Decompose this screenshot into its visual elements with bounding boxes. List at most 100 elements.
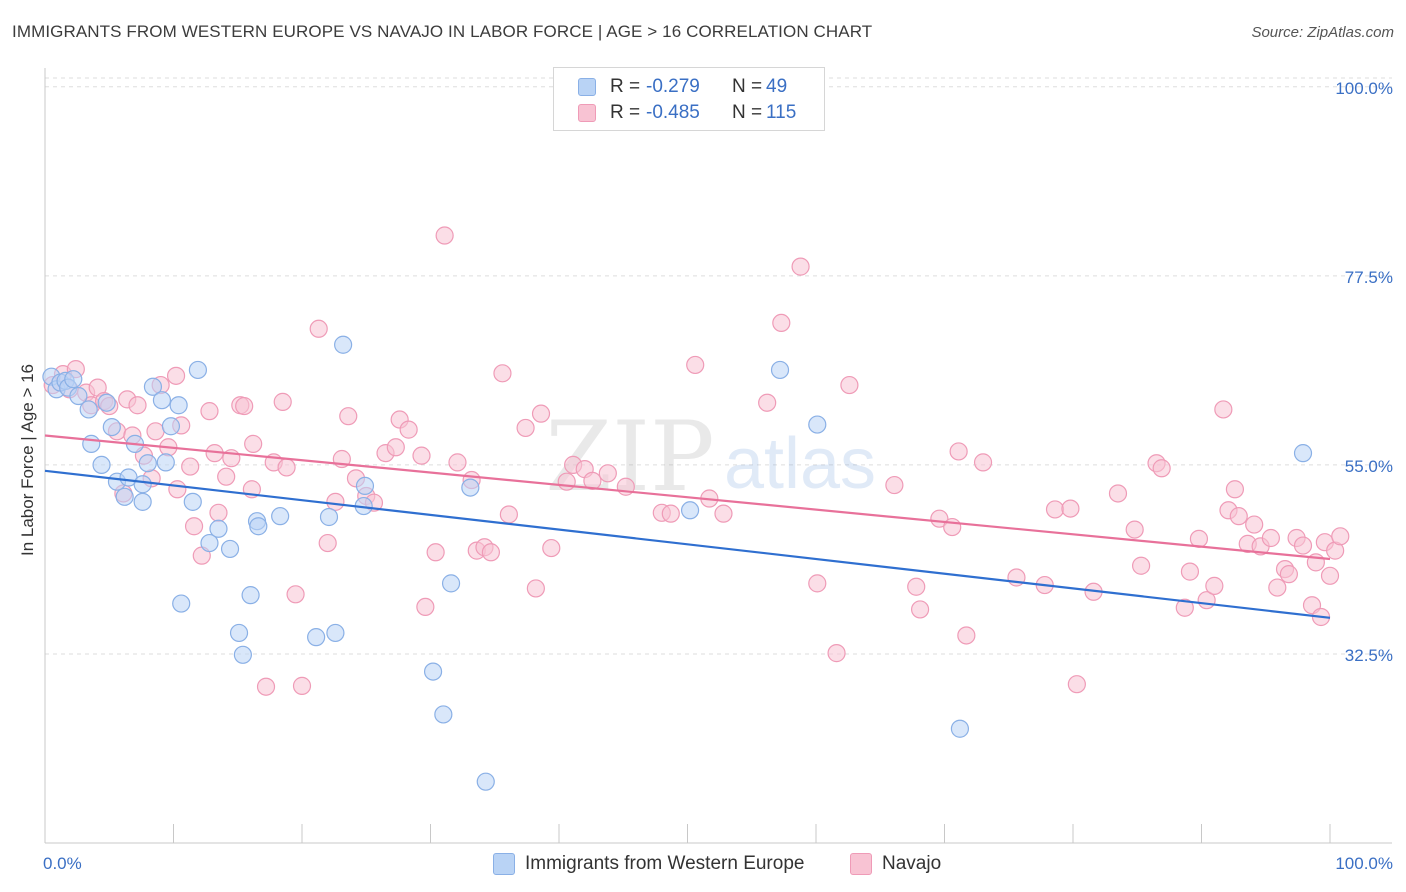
data-point — [271, 507, 290, 526]
data-point — [481, 543, 500, 562]
bottom-legend-navajo: Navajo — [850, 852, 941, 876]
legend-row-navajo: R = -0.485 N = 115 — [578, 101, 796, 125]
y-tick-label: 55.0% — [1345, 457, 1393, 476]
legend-n-label: N = — [732, 102, 763, 123]
data-point — [840, 375, 859, 395]
legend-r-value: -0.485 — [646, 102, 700, 123]
data-point — [1279, 565, 1298, 584]
data-point — [209, 519, 228, 538]
data-point — [557, 472, 576, 491]
data-point — [273, 392, 292, 411]
data-point — [423, 662, 443, 681]
legend-swatch-pink — [578, 104, 596, 122]
data-point — [435, 226, 454, 245]
bottom-legend-western-europe: Immigrants from Western Europe — [493, 852, 804, 876]
data-point — [1229, 507, 1248, 526]
data-point — [200, 402, 219, 421]
legend-n-value: 49 — [766, 76, 788, 97]
data-point — [200, 533, 219, 553]
western-europe-trend-line — [44, 469, 1331, 619]
data-point — [399, 420, 418, 439]
x-tick-label-min: 0.0% — [43, 854, 82, 873]
source-label: Source: ZipAtlas.com — [1251, 24, 1394, 41]
correlation-legend: R = -0.279 N = 49 R = -0.485 N = 115 — [553, 67, 825, 131]
data-point — [1132, 556, 1151, 575]
data-point — [412, 446, 431, 465]
data-point — [277, 458, 296, 477]
y-axis-label: In Labor Force | Age > 16 — [18, 363, 37, 557]
trend-lines — [44, 434, 1331, 619]
data-point — [1261, 528, 1280, 548]
data-point — [772, 313, 791, 333]
bottom-legend-swatch-blue — [493, 853, 515, 875]
data-point — [1108, 484, 1128, 503]
data-point — [426, 543, 445, 562]
data-point — [339, 407, 358, 426]
bottom-legend-swatch-pink — [850, 853, 872, 875]
data-point — [64, 370, 83, 389]
data-point — [416, 597, 435, 616]
data-point — [957, 626, 976, 645]
data-point — [714, 504, 733, 523]
bottom-legend-label: Immigrants from Western Europe — [525, 853, 805, 874]
data-point — [209, 503, 228, 522]
data-point — [183, 492, 202, 511]
data-point — [156, 453, 175, 472]
bottom-legend-label: Navajo — [882, 853, 942, 874]
data-point — [133, 475, 152, 494]
data-point — [1067, 675, 1086, 694]
data-point — [1152, 459, 1171, 478]
data-point — [493, 364, 512, 383]
data-point — [133, 492, 152, 511]
data-point — [244, 434, 263, 453]
legend-r-label: R = — [610, 102, 641, 123]
data-point — [69, 386, 88, 406]
data-point — [115, 487, 134, 506]
data-point — [686, 355, 705, 375]
data-point — [1045, 500, 1065, 519]
data-point — [256, 677, 276, 696]
chart-title: IMMIGRANTS FROM WESTERN EUROPE VS NAVAJO… — [12, 22, 873, 41]
data-point — [542, 538, 561, 558]
data-point — [526, 579, 545, 598]
data-point — [598, 464, 617, 483]
data-point — [1320, 566, 1340, 585]
data-point — [973, 453, 993, 472]
data-point — [326, 623, 345, 643]
data-point — [827, 644, 846, 663]
x-tick-label-max: 100.0% — [1335, 854, 1393, 873]
data-point — [146, 422, 165, 441]
legend-n-value: 115 — [766, 102, 797, 123]
data-point — [143, 377, 163, 396]
data-point — [169, 396, 188, 415]
y-tick-label: 32.5% — [1345, 646, 1393, 665]
y-tick-label: 100.0% — [1335, 79, 1393, 98]
data-point — [286, 585, 305, 604]
tick-labels: 32.5% 55.0% 77.5% 100.0% 0.0% 100.0% — [43, 79, 1393, 873]
data-point — [184, 517, 204, 536]
data-point — [1293, 536, 1313, 555]
data-point — [82, 434, 101, 453]
data-point — [334, 335, 353, 354]
data-point — [386, 438, 405, 457]
data-point — [220, 539, 240, 559]
data-point — [885, 475, 904, 495]
navajo-trend-line — [44, 434, 1331, 561]
data-point — [326, 492, 345, 511]
data-point — [241, 586, 260, 605]
data-point — [188, 360, 208, 380]
data-point — [318, 533, 337, 553]
data-point — [907, 577, 926, 596]
data-point — [217, 467, 236, 486]
data-point — [172, 594, 191, 613]
data-point — [152, 391, 172, 410]
data-point — [1293, 444, 1313, 463]
data-point — [441, 574, 461, 593]
data-point — [102, 417, 121, 437]
legend-n-label: N = — [732, 76, 763, 97]
data-point — [233, 645, 252, 664]
data-point — [461, 478, 480, 497]
data-point — [476, 772, 495, 791]
data-point — [949, 442, 968, 461]
legend-swatch-blue — [578, 78, 596, 96]
